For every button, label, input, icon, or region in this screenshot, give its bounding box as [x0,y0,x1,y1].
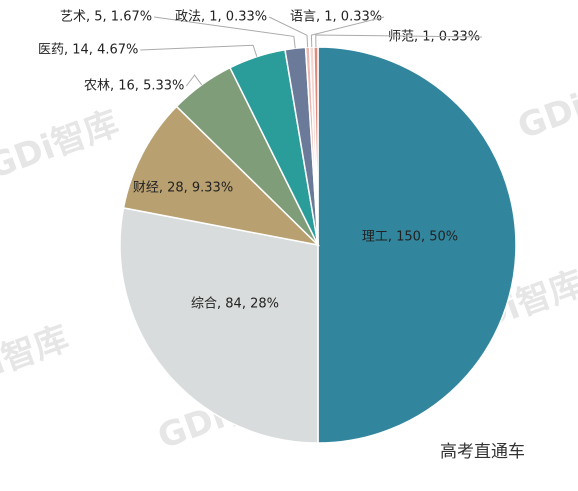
data-label: 医药, 14, 4.67% [38,43,138,58]
data-label: 综合, 84, 28% [191,297,279,312]
data-label: 农林, 16, 5.33% [84,79,184,94]
pie-slice [119,207,319,444]
leader-line [185,74,203,87]
source-note: 高考直通车 [440,442,525,462]
data-label: 语言, 1, 0.33% [290,10,382,25]
data-label: 财经, 28, 9.33% [133,181,233,196]
data-label: 师范, 1, 0.33% [388,30,480,45]
leader-line [154,16,296,49]
data-label: 艺术, 5, 1.67% [60,10,152,25]
watermark: GDi智库 [513,63,578,147]
leader-line [310,16,385,48]
pie: 理工, 150, 50% 综合, 84, 28% 财经, 28, 9.33% 农林, … [38,10,517,444]
leader-line [315,34,483,48]
watermark: GDi智库 [0,318,74,402]
pie-slice [122,105,321,247]
leader-line [268,16,309,48]
leader-line [140,44,258,57]
pie-slice [317,46,517,444]
data-label: 理工, 150, 50% [362,230,458,245]
data-label: 政法, 1, 0.33% [175,10,267,25]
watermark: GDi智库 [0,103,124,187]
